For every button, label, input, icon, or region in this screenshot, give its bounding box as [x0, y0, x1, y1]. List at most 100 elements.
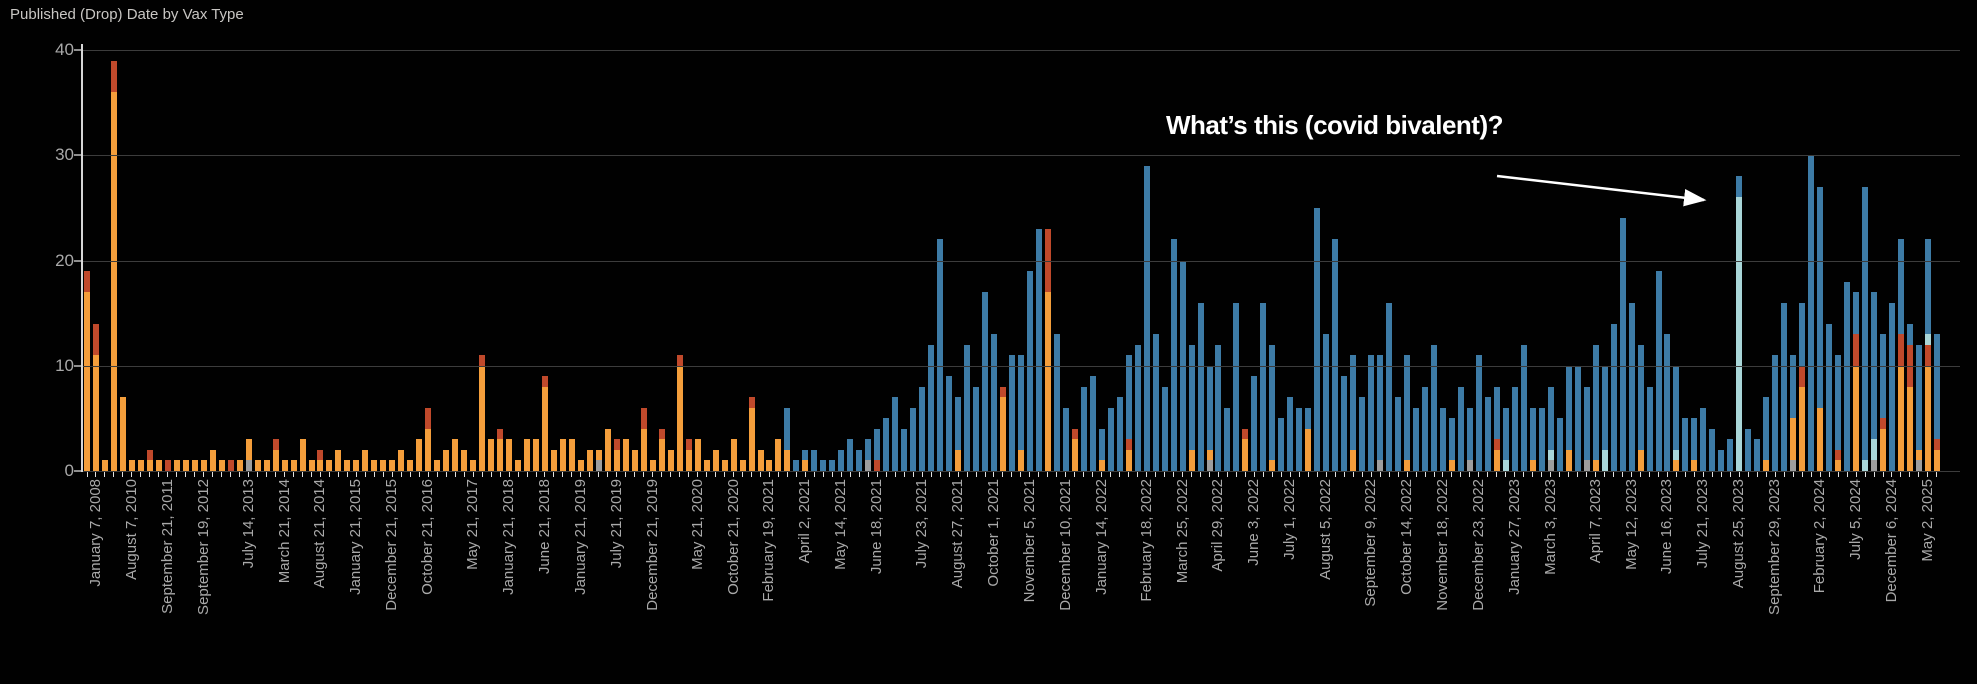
bar-segment-blue[interactable]: [829, 460, 836, 471]
bar[interactable]: [1197, 302, 1204, 471]
bar-segment-blue[interactable]: [874, 428, 881, 461]
bar-segment-gray[interactable]: [1206, 460, 1213, 471]
bar-segment-orange[interactable]: [524, 439, 531, 471]
bar[interactable]: [434, 460, 441, 471]
bar[interactable]: [1448, 418, 1455, 471]
bar[interactable]: [1484, 397, 1491, 471]
bar-segment-blue[interactable]: [1448, 418, 1455, 461]
bar-segment-orange[interactable]: [1493, 449, 1500, 471]
bar-segment-red_orange[interactable]: [317, 449, 324, 461]
bar[interactable]: [775, 439, 782, 471]
bar-segment-blue[interactable]: [1305, 407, 1312, 429]
bar-segment-orange[interactable]: [299, 439, 306, 471]
bar-segment-orange[interactable]: [344, 460, 351, 471]
bar-segment-blue[interactable]: [1502, 407, 1509, 461]
bar-segment-orange[interactable]: [272, 449, 279, 471]
bar[interactable]: [658, 428, 665, 471]
bar-segment-gray[interactable]: [595, 460, 602, 471]
bar-segment-orange[interactable]: [191, 460, 198, 471]
bar-segment-orange[interactable]: [209, 449, 216, 471]
bar-segment-blue[interactable]: [1287, 397, 1294, 471]
bar[interactable]: [497, 428, 504, 471]
bar-segment-blue[interactable]: [1457, 386, 1464, 471]
bar[interactable]: [577, 460, 584, 471]
bar[interactable]: [784, 407, 791, 471]
bar[interactable]: [990, 334, 997, 471]
bar[interactable]: [173, 460, 180, 471]
bar-segment-orange[interactable]: [308, 460, 315, 471]
bar-segment-blue[interactable]: [1565, 365, 1572, 450]
bar-segment-orange[interactable]: [398, 449, 405, 471]
bar-segment-orange[interactable]: [497, 439, 504, 471]
bar[interactable]: [874, 428, 881, 471]
bar-segment-orange[interactable]: [128, 460, 135, 471]
bar-segment-blue[interactable]: [820, 460, 827, 471]
bar[interactable]: [1610, 323, 1617, 471]
bar-segment-teal[interactable]: [1736, 197, 1743, 471]
bar[interactable]: [371, 460, 378, 471]
bar[interactable]: [1296, 407, 1303, 471]
bar[interactable]: [110, 60, 117, 471]
bar-segment-orange[interactable]: [84, 292, 90, 471]
bar-segment-gray[interactable]: [1790, 460, 1797, 471]
bar[interactable]: [533, 439, 539, 471]
bar-segment-blue[interactable]: [1754, 439, 1761, 471]
bar[interactable]: [1871, 292, 1878, 471]
bar[interactable]: [640, 407, 647, 471]
bar[interactable]: [748, 397, 755, 471]
bar-segment-blue[interactable]: [1646, 386, 1653, 471]
bar[interactable]: [1709, 428, 1716, 471]
bar[interactable]: [1529, 407, 1536, 471]
bar-segment-blue[interactable]: [1556, 418, 1563, 471]
bar[interactable]: [290, 460, 297, 471]
bar[interactable]: [1008, 355, 1015, 471]
bar-segment-blue[interactable]: [1089, 376, 1096, 471]
bar-segment-blue[interactable]: [1314, 207, 1321, 471]
bar[interactable]: [1862, 186, 1869, 471]
bar-segment-blue[interactable]: [964, 344, 971, 471]
bar-segment-blue[interactable]: [1906, 323, 1913, 345]
bar[interactable]: [1368, 355, 1375, 471]
bar[interactable]: [1619, 218, 1626, 471]
bar[interactable]: [1799, 302, 1806, 471]
bar-segment-blue[interactable]: [1008, 355, 1015, 471]
bar-segment-gray[interactable]: [245, 460, 252, 471]
bar-segment-blue[interactable]: [1395, 397, 1402, 471]
bar-segment-red_orange[interactable]: [479, 355, 486, 366]
bar[interactable]: [1044, 228, 1051, 471]
bar-segment-orange[interactable]: [748, 407, 755, 471]
bar-segment-orange[interactable]: [1933, 449, 1940, 471]
bar[interactable]: [443, 449, 450, 471]
bar-segment-red_orange[interactable]: [1799, 365, 1806, 387]
bar[interactable]: [1134, 344, 1141, 471]
bar-segment-teal[interactable]: [1862, 460, 1869, 471]
bar-segment-orange[interactable]: [1790, 418, 1797, 461]
bar-segment-blue[interactable]: [838, 449, 845, 471]
bar-segment-red_orange[interactable]: [685, 439, 692, 450]
bar-segment-orange[interactable]: [613, 449, 620, 471]
bar[interactable]: [1574, 365, 1581, 471]
bar[interactable]: [1287, 397, 1294, 471]
bar-segment-orange[interactable]: [407, 460, 414, 471]
bar[interactable]: [1026, 271, 1033, 471]
bar[interactable]: [317, 449, 324, 471]
bar-segment-blue[interactable]: [802, 449, 809, 461]
bar[interactable]: [1700, 407, 1707, 471]
bar[interactable]: [856, 449, 863, 471]
bar-segment-red_orange[interactable]: [1125, 439, 1132, 450]
bar-segment-orange[interactable]: [676, 365, 683, 471]
bar[interactable]: [1475, 355, 1482, 471]
bar[interactable]: [1682, 418, 1689, 471]
bar-segment-orange[interactable]: [263, 460, 270, 471]
bar-segment-gray[interactable]: [1466, 460, 1473, 471]
bar-segment-orange[interactable]: [1269, 460, 1276, 471]
bar-segment-orange[interactable]: [380, 460, 387, 471]
bar-segment-gray[interactable]: [1871, 460, 1878, 471]
bar-segment-orange[interactable]: [434, 460, 441, 471]
bar[interactable]: [685, 439, 692, 471]
bar[interactable]: [757, 449, 764, 471]
bar-segment-blue[interactable]: [1862, 186, 1869, 461]
bar-segment-red_orange[interactable]: [1071, 428, 1078, 440]
bar-segment-blue[interactable]: [1466, 407, 1473, 461]
bar-segment-red_orange[interactable]: [1835, 449, 1842, 461]
